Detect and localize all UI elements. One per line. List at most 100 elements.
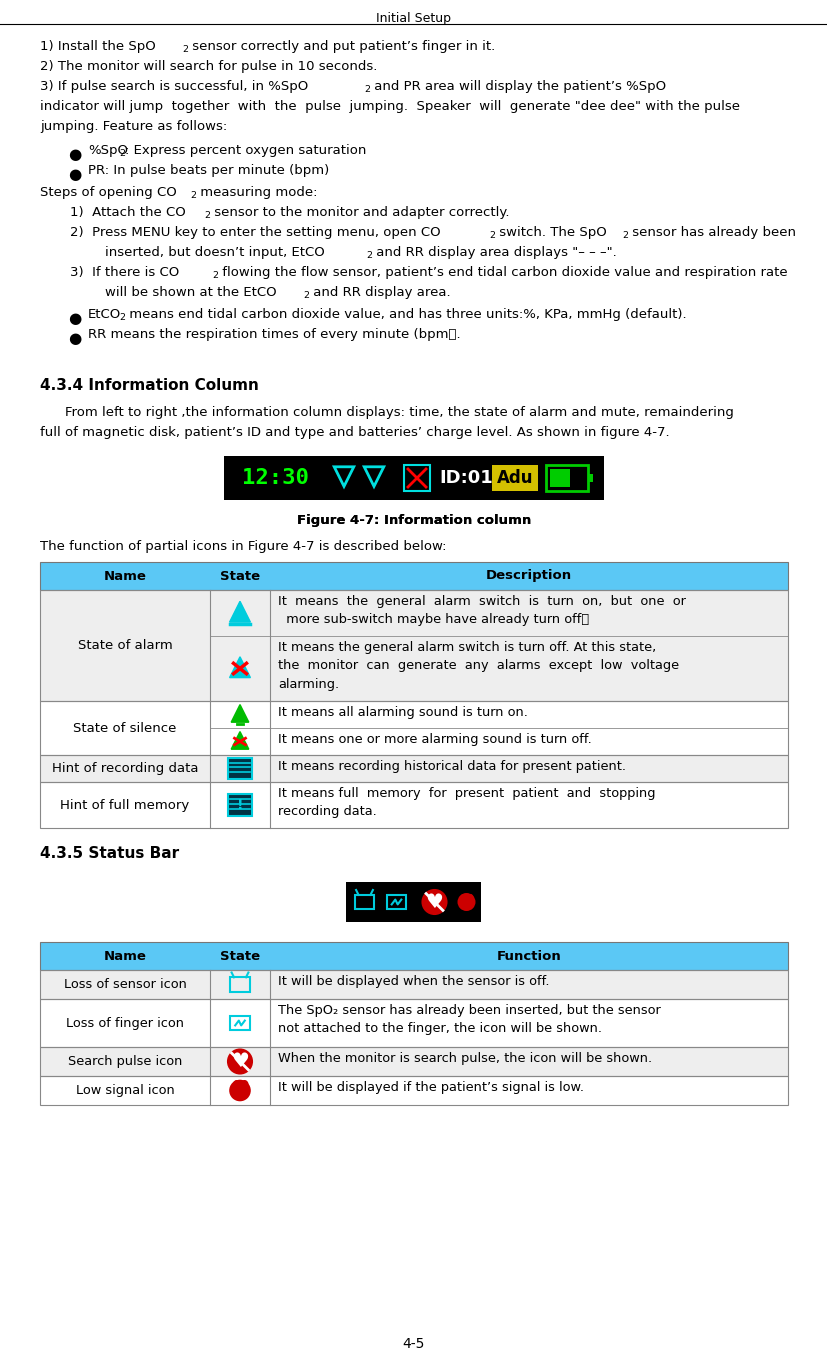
Text: 4-5: 4-5 (402, 1337, 425, 1351)
Text: Figure 4-7: Information column: Figure 4-7: Information column (297, 514, 530, 527)
Text: Initial Setup: Initial Setup (376, 12, 451, 25)
FancyBboxPatch shape (40, 1046, 787, 1076)
Text: 4.3.5 Status Bar: 4.3.5 Status Bar (40, 846, 179, 861)
FancyBboxPatch shape (40, 943, 787, 970)
FancyBboxPatch shape (40, 1076, 787, 1105)
Text: It means all alarming sound is turn on.: It means all alarming sound is turn on. (278, 706, 528, 719)
Polygon shape (231, 732, 248, 749)
Text: From left to right ,the information column displays: time, the state of alarm an: From left to right ,the information colu… (65, 406, 733, 419)
Text: Hint of full memory: Hint of full memory (60, 799, 189, 811)
Text: EtCO: EtCO (88, 307, 121, 321)
Text: PR: In pulse beats per minute (bpm): PR: In pulse beats per minute (bpm) (88, 164, 329, 178)
Text: : Express percent oxygen saturation: : Express percent oxygen saturation (125, 143, 366, 157)
FancyBboxPatch shape (40, 590, 787, 701)
Text: State: State (220, 570, 260, 582)
Text: 1)  Attach the CO: 1) Attach the CO (70, 206, 185, 219)
FancyBboxPatch shape (40, 781, 787, 828)
Polygon shape (229, 601, 250, 622)
Text: 2: 2 (120, 313, 126, 321)
Text: will be shown at the EtCO: will be shown at the EtCO (105, 285, 276, 299)
Text: ●: ● (68, 331, 81, 346)
Text: means end tidal carbon dioxide value, and has three units:%, KPa, mmHg (default): means end tidal carbon dioxide value, an… (125, 307, 686, 321)
Text: !: ! (237, 798, 243, 811)
Text: 2: 2 (364, 85, 370, 94)
Text: Low signal icon: Low signal icon (75, 1085, 174, 1097)
Text: switch. The SpO: switch. The SpO (495, 225, 606, 239)
Text: It will be displayed if the patient’s signal is low.: It will be displayed if the patient’s si… (278, 1081, 583, 1094)
Text: 3) If pulse search is successful, in %SpO: 3) If pulse search is successful, in %Sp… (40, 81, 308, 93)
Text: 2) The monitor will search for pulse in 10 seconds.: 2) The monitor will search for pulse in … (40, 60, 377, 72)
Text: It means recording historical data for present patient.: It means recording historical data for p… (278, 759, 625, 773)
Text: inserted, but doesn’t input, EtCO: inserted, but doesn’t input, EtCO (105, 246, 324, 260)
Text: and RR display area.: and RR display area. (308, 285, 450, 299)
Polygon shape (231, 705, 248, 723)
FancyBboxPatch shape (227, 758, 251, 779)
Text: 2: 2 (489, 231, 495, 239)
Text: ●: ● (68, 311, 81, 326)
Text: It will be displayed when the sensor is off.: It will be displayed when the sensor is … (278, 975, 549, 988)
Circle shape (457, 893, 475, 911)
Text: Loss of finger icon: Loss of finger icon (66, 1016, 184, 1030)
Text: 2: 2 (190, 191, 196, 199)
FancyBboxPatch shape (40, 561, 787, 590)
FancyBboxPatch shape (40, 970, 787, 999)
Text: RR means the respiration times of every minute (bpm）.: RR means the respiration times of every … (88, 328, 460, 342)
FancyBboxPatch shape (587, 474, 592, 482)
Text: ♥: ♥ (425, 892, 443, 911)
Text: It means full  memory  for  present  patient  and  stopping
recording data.: It means full memory for present patient… (278, 787, 655, 818)
Text: ●: ● (68, 148, 81, 163)
Text: State of alarm: State of alarm (78, 639, 172, 652)
FancyBboxPatch shape (227, 794, 251, 816)
Text: %SpO: %SpO (88, 143, 128, 157)
Text: Loss of sensor icon: Loss of sensor icon (64, 978, 186, 990)
Text: ID:01: ID:01 (438, 469, 492, 488)
FancyBboxPatch shape (224, 456, 603, 500)
Text: 2: 2 (182, 45, 189, 53)
Circle shape (227, 1049, 251, 1074)
Text: indicator will jump  together  with  the  pulse  jumping.  Speaker  will  genera: indicator will jump together with the pu… (40, 100, 739, 113)
Text: flowing the flow sensor, patient’s end tidal carbon dioxide value and respiratio: flowing the flow sensor, patient’s end t… (218, 266, 786, 279)
Text: Hint of recording data: Hint of recording data (51, 762, 198, 775)
FancyBboxPatch shape (346, 882, 481, 922)
Text: 2: 2 (204, 210, 210, 220)
Text: Steps of opening CO: Steps of opening CO (40, 186, 176, 199)
Text: 3)  If there is CO: 3) If there is CO (70, 266, 179, 279)
Text: Name: Name (103, 949, 146, 963)
Circle shape (422, 891, 446, 914)
Text: 2: 2 (621, 231, 627, 239)
Text: 2: 2 (120, 149, 126, 157)
Text: Function: Function (496, 949, 561, 963)
Polygon shape (229, 657, 250, 678)
FancyBboxPatch shape (549, 469, 569, 488)
Text: Name: Name (103, 570, 146, 582)
FancyBboxPatch shape (40, 999, 787, 1046)
Text: sensor correctly and put patient’s finger in it.: sensor correctly and put patient’s finge… (188, 40, 495, 53)
FancyBboxPatch shape (40, 755, 787, 781)
Text: measuring mode:: measuring mode: (196, 186, 318, 199)
Text: sensor has already been: sensor has already been (627, 225, 795, 239)
Text: The function of partial icons in Figure 4-7 is described below:: The function of partial icons in Figure … (40, 540, 446, 553)
Text: ♥: ♥ (458, 893, 474, 911)
Text: State of silence: State of silence (74, 721, 176, 735)
Text: Figure 4-7: Information column: Figure 4-7: Information column (297, 514, 530, 527)
Text: 2: 2 (303, 291, 308, 299)
Text: sensor to the monitor and adapter correctly.: sensor to the monitor and adapter correc… (210, 206, 509, 219)
Text: State: State (220, 949, 260, 963)
Text: full of magnetic disk, patient’s ID and type and batteries’ charge level. As sho: full of magnetic disk, patient’s ID and … (40, 426, 669, 438)
Text: 1) Install the SpO: 1) Install the SpO (40, 40, 155, 53)
Text: The SpO₂ sensor has already been inserted, but the sensor
not attached to the fi: The SpO₂ sensor has already been inserte… (278, 1004, 660, 1035)
Text: ●: ● (68, 167, 81, 182)
Text: ♥: ♥ (231, 1052, 249, 1071)
Text: 2: 2 (213, 270, 218, 280)
Text: Description: Description (485, 570, 571, 582)
Text: It  means  the  general  alarm  switch  is  turn  on,  but  one  or
  more sub-s: It means the general alarm switch is tur… (278, 596, 685, 627)
Text: 2)  Press MENU key to enter the setting menu, open CO: 2) Press MENU key to enter the setting m… (70, 225, 440, 239)
Text: 2: 2 (366, 250, 372, 260)
Text: jumping. Feature as follows:: jumping. Feature as follows: (40, 120, 227, 133)
FancyBboxPatch shape (40, 701, 787, 755)
Circle shape (229, 1079, 251, 1101)
Text: Search pulse icon: Search pulse icon (68, 1055, 182, 1068)
Text: Adu: Adu (496, 469, 533, 488)
Text: It means one or more alarming sound is turn off.: It means one or more alarming sound is t… (278, 734, 591, 746)
Text: It means the general alarm switch is turn off. At this state,
the  monitor  can : It means the general alarm switch is tur… (278, 641, 678, 691)
